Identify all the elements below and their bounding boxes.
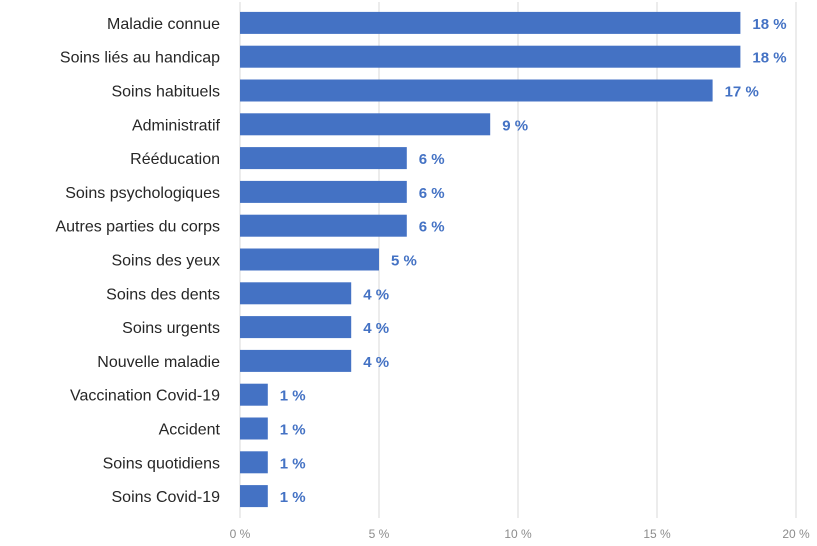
bar	[240, 316, 351, 338]
category-label: Soins liés au handicap	[60, 50, 220, 67]
category-label: Soins habituels	[111, 84, 220, 101]
x-tick-label: 5 %	[369, 527, 390, 541]
category-label: Accident	[159, 422, 221, 439]
x-tick-label: 0 %	[230, 527, 251, 541]
x-tick-label: 10 %	[504, 527, 532, 541]
value-label: 1 %	[280, 489, 306, 506]
value-label: 1 %	[280, 455, 306, 472]
category-labels: Maladie connue Soins liés au handicap Soin…	[55, 16, 220, 506]
bar	[240, 282, 351, 304]
bar	[240, 12, 740, 34]
category-label: Administratif	[132, 117, 221, 134]
category-label: Nouvelle maladie	[97, 354, 220, 371]
bar	[240, 147, 407, 169]
value-label: 17 %	[725, 84, 759, 101]
bar	[240, 46, 740, 68]
value-label: 6 %	[419, 185, 445, 202]
value-label: 4 %	[363, 320, 389, 337]
bar	[240, 215, 407, 237]
bar	[240, 350, 351, 372]
category-label: Maladie connue	[107, 16, 220, 33]
category-label: Rééducation	[130, 151, 220, 168]
category-label: Soins quotidiens	[103, 455, 220, 472]
x-tick-label: 20 %	[782, 527, 810, 541]
category-label: Soins des yeux	[111, 253, 220, 270]
value-label: 6 %	[419, 219, 445, 236]
category-label: Soins des dents	[106, 286, 220, 303]
bar	[240, 80, 713, 102]
value-label: 18 %	[752, 50, 786, 67]
value-label: 18 %	[752, 16, 786, 33]
bar	[240, 181, 407, 203]
x-tick-label: 15 %	[643, 527, 671, 541]
value-label: 4 %	[363, 286, 389, 303]
category-label: Soins psychologiques	[65, 185, 220, 202]
bar	[240, 451, 268, 473]
x-axis-ticks: 0 % 5 % 10 % 15 % 20 %	[230, 527, 810, 541]
bar	[240, 113, 490, 135]
bar	[240, 418, 268, 440]
value-label: 1 %	[280, 388, 306, 405]
category-label: Soins Covid-19	[112, 489, 221, 506]
value-label: 6 %	[419, 151, 445, 168]
category-label: Soins urgents	[122, 320, 220, 337]
bar	[240, 384, 268, 406]
value-label: 9 %	[502, 117, 528, 134]
value-label: 1 %	[280, 422, 306, 439]
bar	[240, 249, 379, 271]
category-label: Vaccination Covid-19	[70, 388, 220, 405]
value-label: 4 %	[363, 354, 389, 371]
bars	[240, 12, 740, 507]
bar	[240, 485, 268, 507]
value-label: 5 %	[391, 253, 417, 270]
category-label: Autres parties du corps	[55, 219, 220, 236]
